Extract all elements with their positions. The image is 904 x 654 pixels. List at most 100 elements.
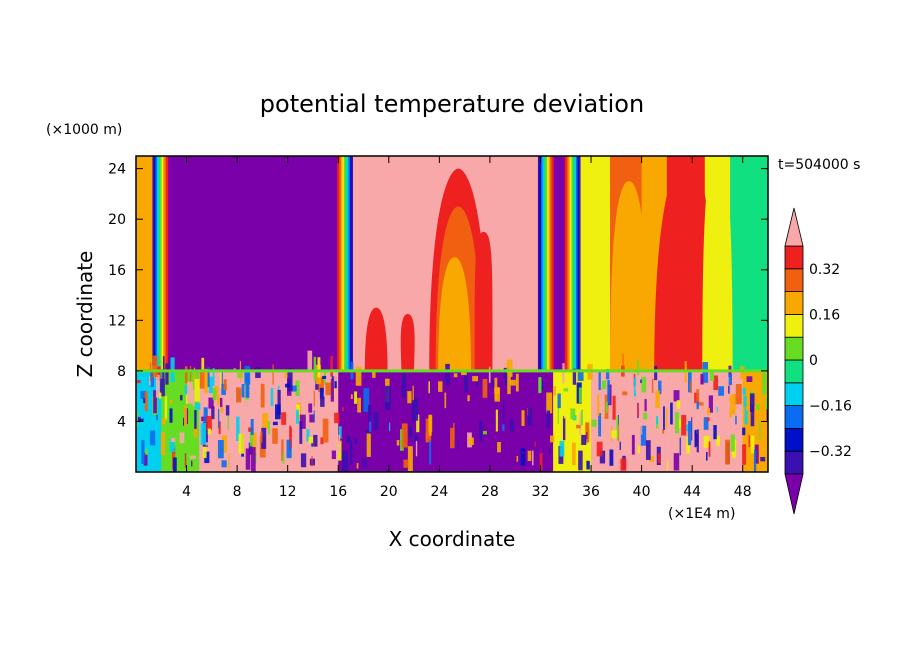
turbulent-streak	[170, 437, 176, 443]
turbulent-streak	[212, 388, 217, 401]
turbulent-streak	[217, 440, 224, 459]
turbulent-streak	[416, 414, 420, 433]
warm-plume	[474, 231, 493, 371]
turbulent-streak	[359, 436, 362, 461]
turbulent-streak	[334, 412, 340, 424]
warm-plume	[438, 257, 471, 371]
turbulent-streak	[253, 432, 257, 458]
turbulent-streak	[616, 416, 619, 439]
turbulent-streak	[284, 372, 288, 379]
turbulent-streak	[698, 402, 704, 406]
turbulent-streak	[546, 392, 553, 414]
turbulent-streak	[311, 441, 314, 447]
turbulent-streak	[228, 453, 230, 471]
turbulent-streak	[687, 420, 692, 446]
x-tick-label: 32	[532, 484, 550, 500]
turbulent-streak	[208, 397, 214, 409]
transition-band	[155, 156, 158, 371]
turbulent-streak	[748, 435, 750, 447]
colorbar-tick-label: −0.16	[809, 399, 852, 415]
turbulent-streak	[260, 431, 263, 443]
turbulent-streak	[245, 399, 252, 414]
transition-band	[575, 156, 578, 371]
colorbar-band	[784, 359, 804, 384]
colorbar-band	[784, 245, 804, 270]
turbulent-streak	[190, 365, 192, 384]
turbulent-streak	[690, 380, 692, 394]
turbulent-streak	[445, 363, 450, 386]
turbulent-streak	[651, 378, 654, 393]
transition-band	[537, 156, 541, 371]
turbulent-streak	[744, 403, 748, 425]
turbulent-streak	[645, 440, 651, 460]
turbulent-streak	[356, 463, 359, 469]
turbulent-streak	[700, 373, 704, 385]
turbulent-streak	[389, 422, 391, 432]
turbulent-streak	[718, 386, 725, 396]
turbulent-streak	[696, 389, 700, 403]
turbulent-streak	[663, 406, 665, 430]
turbulent-streak	[760, 456, 766, 462]
turbulent-streak	[146, 393, 151, 402]
turbulent-streak	[203, 389, 209, 410]
turbulent-streak	[394, 393, 399, 417]
turbulent-streak	[572, 368, 577, 385]
turbulent-streak	[355, 366, 362, 386]
turbulent-streak	[313, 434, 318, 447]
turbulent-streak	[750, 435, 755, 454]
turbulent-streak	[735, 415, 737, 425]
turbulent-streak	[673, 453, 680, 471]
turbulent-streak	[309, 414, 315, 423]
turbulent-streak	[192, 389, 195, 407]
transition-band	[576, 156, 579, 371]
turbulent-streak	[318, 377, 324, 392]
turbulent-streak	[407, 446, 413, 472]
turbulent-streak	[136, 380, 141, 384]
turbulent-streak	[322, 375, 327, 379]
turbulent-streak	[557, 405, 559, 424]
turbulent-streak	[679, 437, 681, 456]
upper-layer-column	[136, 156, 156, 371]
turbulent-streak	[281, 439, 284, 462]
turbulent-streak	[272, 428, 278, 444]
turbulent-streak	[169, 400, 173, 404]
turbulent-streak	[363, 388, 370, 412]
turbulent-streak	[143, 453, 148, 466]
turbulent-streak	[156, 366, 161, 382]
turbulent-streak	[331, 450, 336, 460]
turbulent-streak	[429, 440, 432, 465]
turbulent-streak	[411, 400, 415, 423]
turbulent-streak	[479, 420, 483, 442]
turbulent-streak	[538, 377, 542, 394]
turbulent-streak	[565, 459, 570, 467]
turbulent-streak	[413, 398, 419, 421]
turbulent-streak	[637, 359, 639, 376]
turbulent-streak	[520, 448, 526, 466]
turbulent-streak	[408, 426, 413, 438]
turbulent-streak	[308, 403, 313, 413]
colorbar-tick-label: 0.16	[809, 307, 840, 323]
turbulent-streak	[515, 373, 519, 392]
turbulent-streak	[472, 376, 479, 382]
x-tick-label: 40	[633, 484, 651, 500]
y-tick-label: 24	[108, 162, 126, 178]
turbulent-streak	[728, 373, 732, 386]
turbulent-streak	[193, 367, 196, 388]
upper-layer-column	[167, 156, 352, 371]
turbulent-streak	[706, 451, 708, 461]
colorbar-band	[784, 313, 804, 338]
turbulent-streak	[179, 432, 185, 444]
transition-band	[551, 156, 554, 371]
colorbar-bottom-arrow	[784, 473, 804, 515]
turbulent-streak	[289, 425, 292, 451]
colorbar-band	[784, 427, 804, 452]
turbulent-streak	[597, 394, 600, 416]
turbulent-streak	[384, 385, 391, 410]
turbulent-streak	[527, 450, 532, 461]
turbulent-streak	[598, 369, 601, 391]
turbulent-streak	[367, 404, 372, 422]
turbulent-streak	[203, 407, 208, 432]
turbulent-streak	[319, 387, 324, 400]
transition-band	[567, 156, 570, 371]
y-axis-unit: (×1000 m)	[46, 122, 122, 138]
